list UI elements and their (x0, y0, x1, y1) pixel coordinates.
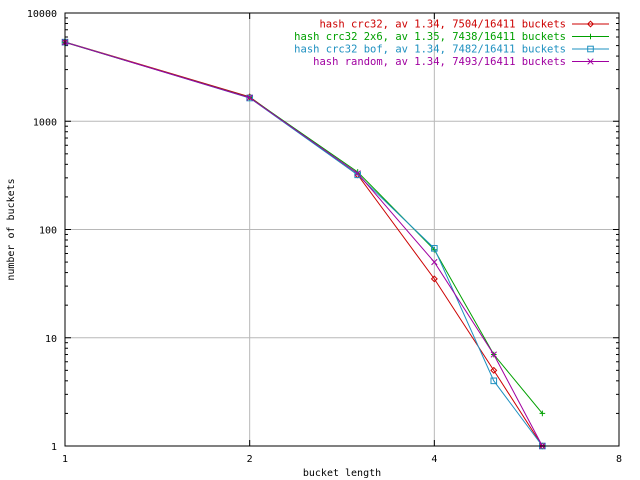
x-tick-label: 1 (62, 454, 68, 465)
legend-label: hash crc32, av 1.34, 7504/16411 buckets (319, 19, 566, 31)
data-point (490, 351, 497, 358)
x-tick-label: 4 (431, 454, 437, 465)
series-1 (61, 38, 546, 450)
data-point (246, 94, 253, 101)
series-line (64, 41, 543, 447)
legend-marker (587, 33, 594, 40)
series-line (64, 41, 543, 447)
x-tick-label: 8 (616, 454, 622, 465)
legend: hash crc32, av 1.34, 7504/16411 bucketsh… (294, 19, 609, 68)
series-2 (62, 39, 546, 417)
data-point (431, 258, 438, 266)
y-tick-label: 10 (45, 334, 57, 345)
data-point (539, 410, 546, 417)
axis-ticks: 1 2 4 8 1 10 100 1000 10000 (27, 9, 622, 465)
grid (65, 13, 619, 446)
legend-entry: hash crc32 bof, av 1.34, 7482/16411 buck… (294, 44, 609, 56)
y-axis-label: number of buckets (6, 178, 17, 280)
plot-border (64, 12, 620, 447)
series-line (64, 41, 543, 414)
data-point (354, 171, 361, 179)
series-group (61, 38, 546, 450)
legend-marker (587, 45, 594, 53)
x-tick-label: 2 (247, 454, 253, 465)
data-point (246, 94, 253, 102)
y-tick-label: 1 (51, 442, 57, 453)
legend-entry: hash crc32, av 1.34, 7504/16411 buckets (319, 19, 609, 31)
series-line (64, 41, 543, 447)
legend-label: hash crc32 2x6, av 1.35, 7438/16411 buck… (294, 31, 566, 43)
legend-label: hash crc32 bof, av 1.34, 7482/16411 buck… (294, 44, 566, 56)
x-axis-label: bucket length (303, 468, 381, 479)
data-point (490, 366, 498, 374)
data-point (431, 245, 438, 252)
data-point (354, 170, 361, 177)
data-point (430, 275, 438, 283)
y-tick-label: 1000 (33, 117, 57, 128)
y-tick-label: 100 (39, 226, 57, 237)
legend-marker (587, 58, 594, 65)
legend-marker (586, 20, 595, 28)
series-4 (61, 39, 546, 450)
data-point (490, 377, 498, 385)
legend-entry: hash random, av 1.34, 7493/16411 buckets (313, 56, 609, 68)
y-tick-label: 10000 (27, 9, 57, 20)
legend-entry: hash crc32 2x6, av 1.35, 7438/16411 buck… (294, 31, 609, 43)
legend-label: hash random, av 1.34, 7493/16411 buckets (313, 56, 566, 68)
series-3 (61, 38, 546, 450)
